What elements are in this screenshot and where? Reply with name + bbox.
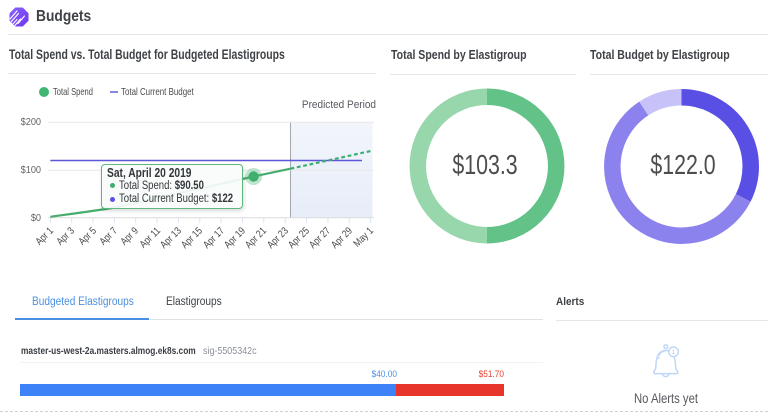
svg-text:1: 1 [672, 349, 676, 356]
